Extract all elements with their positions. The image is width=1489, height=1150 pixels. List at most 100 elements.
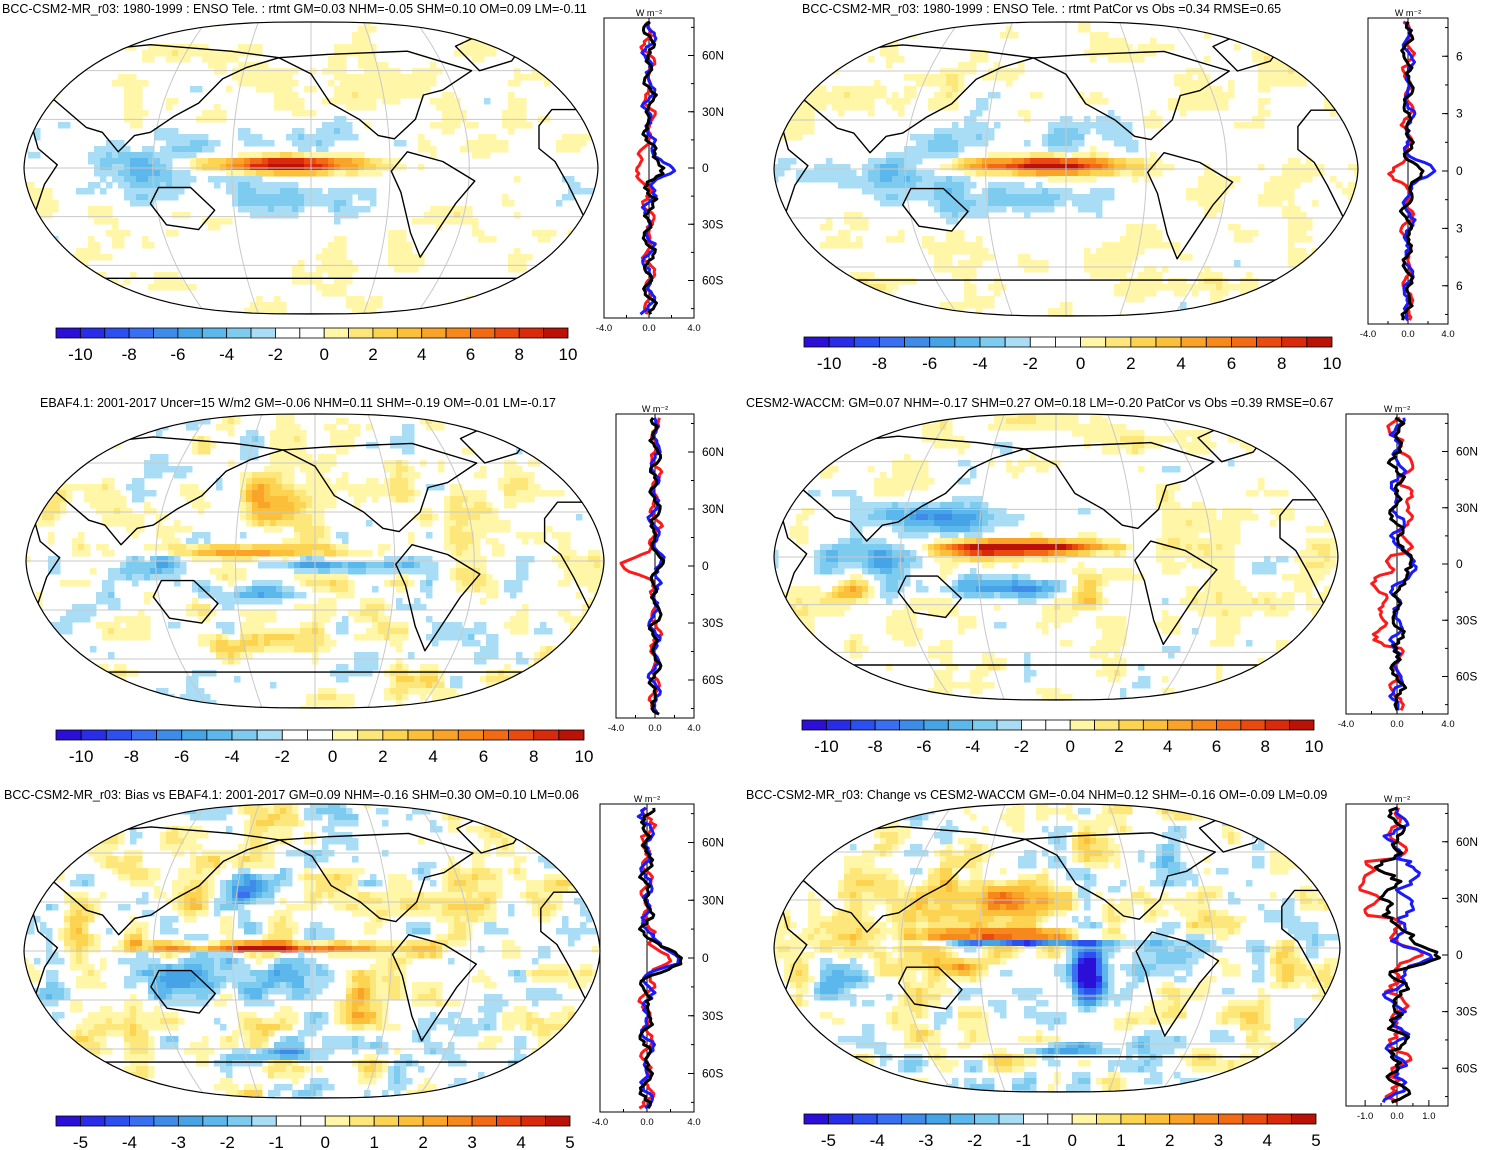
colorbar-swatch — [153, 1115, 179, 1127]
colorbar-swatch — [1205, 336, 1232, 348]
colorbar-swatch — [470, 327, 496, 339]
colorbar-tick-label: -4 — [219, 345, 234, 364]
map-outline — [25, 413, 605, 709]
coastlines — [774, 426, 1338, 700]
colorbar-swatch — [471, 1115, 497, 1127]
colorbar-swatch — [231, 729, 258, 741]
panel-2-title: BCC-CSM2-MR_r03: 1980-1999 : ENSO Tele. … — [802, 2, 1282, 16]
colorbar-swatch — [1004, 336, 1031, 348]
colorbar-swatch — [853, 336, 880, 348]
coastline-4 — [1024, 832, 1216, 920]
colorbar-swatch — [104, 1115, 130, 1127]
colorbar-swatch — [156, 729, 183, 741]
colorbar-swatch — [558, 729, 585, 741]
coastline-2 — [24, 44, 280, 153]
panel-1-map — [23, 21, 599, 315]
map-outline — [773, 413, 1339, 701]
colorbar-swatch — [1105, 336, 1132, 348]
colorbar-swatch — [508, 729, 535, 741]
colorbar-swatch — [226, 1115, 253, 1127]
coastline-0 — [774, 505, 808, 614]
colorbar-swatch — [396, 327, 423, 339]
profile-x-label: 4.0 — [1441, 329, 1454, 340]
profile-units-label: W m⁻² — [1395, 8, 1421, 18]
colorbar-swatch — [300, 1115, 326, 1127]
colorbar-swatch — [494, 327, 520, 339]
graticule — [774, 804, 1340, 1092]
coastline-5 — [1135, 931, 1220, 1037]
panel-6-title: BCC-CSM2-MR_r03: Change vs CESM2-WACCM G… — [746, 788, 1328, 802]
colorbar-tick-label: -2 — [1023, 354, 1038, 373]
colorbar-swatch — [1167, 719, 1193, 731]
colorbar-swatch — [1130, 336, 1157, 348]
profile-black-line — [1386, 416, 1413, 711]
coastline-2 — [26, 436, 284, 546]
profile-units-label: W m⁻² — [636, 8, 662, 18]
colorbar-tick-label: -10 — [817, 354, 842, 373]
colorbar-swatch — [55, 729, 82, 741]
panel-6-zonal-profile: W m⁻² 60N 30N 0 30S 60S -1.0 0.0 1.0 — [1345, 794, 1478, 1122]
colorbar-swatch — [79, 327, 106, 339]
profile-units-label: W m⁻² — [1384, 404, 1410, 414]
colorbar-swatch — [104, 327, 130, 339]
profile-lat-label: 60S — [702, 274, 723, 288]
colorbar-tick-label: 6 — [1212, 737, 1221, 756]
profile-lat-label: 60N — [1456, 445, 1478, 459]
colorbar-swatch — [876, 1113, 902, 1125]
coastline-4 — [282, 442, 478, 533]
colorbar-swatch — [803, 1113, 829, 1125]
colorbar-tick-label: 8 — [529, 747, 538, 766]
colorbar-tick-label: 6 — [1227, 354, 1236, 373]
colorbar-swatch — [55, 327, 81, 339]
profile-lat-label: 30S — [702, 616, 723, 630]
colorbar-swatch — [879, 336, 905, 348]
coastline-2 — [24, 826, 281, 936]
colorbar-tick-label: 10 — [559, 345, 578, 364]
panel-3-colorbar: -10 -8 -6 -4 -2 0 2 4 6 8 10 — [55, 729, 593, 766]
colorbar-swatch — [1306, 336, 1333, 348]
profile-lat-label: 0 — [702, 161, 709, 175]
profile-x-label: -4.0 — [1338, 719, 1354, 730]
profile-lat-label: 30N — [1456, 501, 1478, 515]
panel-1-zonal-profile: W m⁻² 60N 30N 0 30S 60S -4.0 0.0 4.0 — [596, 8, 724, 334]
profile-units-label: W m⁻² — [1384, 794, 1410, 804]
colorbar-tick-label: -10 — [69, 747, 94, 766]
profile-lat-label: 30N — [702, 893, 724, 907]
panel-4-map — [773, 413, 1339, 701]
profile-lat-label: 3 — [1456, 107, 1463, 121]
colorbar-swatch — [1281, 336, 1308, 348]
colorbar-tick-label: -6 — [916, 737, 931, 756]
profile-x-label: 0.0 — [1390, 719, 1403, 730]
colorbar-swatch — [206, 729, 233, 741]
colorbar-swatch — [1029, 336, 1056, 348]
profile-lat-label: 60S — [702, 673, 723, 687]
colorbar-swatch — [1242, 1113, 1268, 1125]
colorbar-swatch — [128, 327, 154, 339]
colorbar-swatch — [349, 1115, 375, 1127]
colorbar-swatch — [80, 1115, 106, 1127]
colorbar-swatch — [1055, 336, 1081, 348]
coastline-5 — [395, 544, 481, 652]
panel-4-zonal-profile: W m⁻² 60N 30N 0 30S 60S -4.0 0.0 4.0 — [1338, 404, 1478, 730]
profile-x-label: 0.0 — [1390, 1111, 1403, 1122]
coastline-7 — [774, 664, 1338, 700]
colorbar-swatch — [979, 336, 1006, 348]
colorbar-swatch — [828, 336, 855, 348]
coastline-0 — [24, 898, 59, 1009]
colorbar-tick-label: 4 — [428, 747, 437, 766]
colorbar-swatch — [996, 719, 1022, 731]
colorbar-tick-label: -3 — [918, 1131, 933, 1150]
profile-lat-label: 0 — [1456, 557, 1463, 571]
coastline-7 — [24, 1061, 600, 1098]
colorbar-swatch — [382, 729, 409, 741]
colorbar-swatch — [929, 336, 956, 348]
map-outline — [773, 21, 1359, 317]
colorbar-tick-label: 0 — [328, 747, 337, 766]
field-cells — [774, 414, 1338, 700]
coastline-5 — [391, 934, 477, 1042]
colorbar-tick-label: -3 — [171, 1133, 186, 1150]
colorbar-tick-label: -4 — [224, 747, 239, 766]
colorbar-swatch — [1218, 1113, 1244, 1125]
profile-x-label: 4.0 — [687, 1117, 700, 1128]
colorbar-swatch — [1155, 336, 1182, 348]
